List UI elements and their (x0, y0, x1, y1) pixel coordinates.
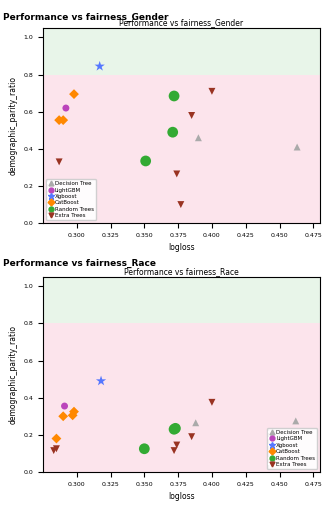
Bar (43, 28, 320, 74)
Point (98, 377, 104, 385)
Point (189, 432, 194, 441)
Title: Performance vs fairness_Race: Performance vs fairness_Race (124, 267, 239, 276)
Point (196, 134, 201, 142)
Title: Performance vs fairness_Gender: Performance vs fairness_Gender (119, 18, 244, 27)
Point (170, 128, 175, 136)
Point (56, 158, 62, 166)
Point (143, 157, 148, 165)
Legend: Decision Tree, LightGBM, Xgboost, CatBoost, Random Trees, Extra Trees: Decision Tree, LightGBM, Xgboost, CatBoo… (267, 428, 317, 469)
Point (189, 111, 194, 120)
Point (174, 170, 180, 178)
Point (60, 412, 66, 420)
Text: Performance vs fairness_Gender: Performance vs fairness_Gender (3, 13, 169, 22)
Point (171, 92, 177, 100)
Bar (43, 74, 320, 223)
Y-axis label: demographic_parity_ratio: demographic_parity_ratio (9, 325, 18, 424)
Text: Performance vs fairness_Race: Performance vs fairness_Race (3, 259, 156, 268)
Point (97, 62, 102, 70)
Point (209, 398, 214, 406)
Point (178, 201, 183, 209)
Point (54, 445, 59, 453)
Bar (43, 277, 320, 323)
Point (71, 90, 77, 98)
Legend: Decision Tree, LightGBM, Xgboost, CatBoost, Random Trees, Extra Trees: Decision Tree, LightGBM, Xgboost, CatBoo… (46, 179, 96, 221)
Bar (43, 323, 320, 472)
Point (173, 424, 178, 432)
X-axis label: logloss: logloss (168, 492, 195, 501)
X-axis label: logloss: logloss (168, 244, 195, 252)
Point (293, 417, 298, 425)
Point (51, 446, 56, 455)
Point (56, 116, 62, 124)
Point (142, 445, 147, 453)
Point (171, 446, 177, 455)
Point (209, 87, 214, 95)
Point (294, 143, 300, 151)
Point (193, 419, 198, 427)
Point (171, 425, 177, 433)
Point (62, 402, 67, 410)
Point (63, 104, 69, 112)
Y-axis label: demographic_parity_ratio: demographic_parity_ratio (9, 76, 18, 175)
Point (71, 407, 77, 416)
Point (60, 116, 66, 124)
Point (54, 435, 59, 443)
Point (70, 411, 75, 420)
Point (174, 441, 180, 449)
